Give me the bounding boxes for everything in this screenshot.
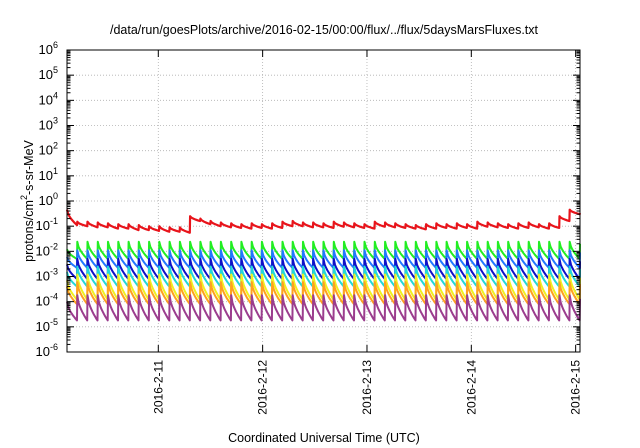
- y-tick-base: 10: [36, 344, 50, 359]
- y-tick-label: 101: [39, 166, 58, 183]
- y-tick-exp: -2: [50, 241, 58, 251]
- y-tick-exp: 3: [53, 116, 58, 126]
- x-axis-label: Coordinated Universal Time (UTC): [228, 431, 420, 445]
- series-line-2: [66, 240, 581, 260]
- y-tick-base: 10: [39, 193, 53, 208]
- y-axis-label: protons/cm2-s-sr-MeV: [19, 139, 36, 261]
- y-tick-exp: -3: [50, 267, 58, 277]
- y-tick-exp: -6: [50, 342, 58, 352]
- y-axis-label-sup: 2: [19, 195, 29, 200]
- y-tick-exp: 6: [53, 40, 58, 50]
- series-line-4: [66, 257, 581, 280]
- y-tick-base: 10: [39, 118, 53, 133]
- y-tick-exp: 4: [53, 90, 58, 100]
- y-tick-label: 10-3: [36, 267, 58, 284]
- series-line-7: [66, 281, 581, 306]
- y-tick-base: 10: [39, 168, 53, 183]
- y-axis-label-post: -s-sr-MeV: [22, 139, 36, 195]
- y-tick-exp: 5: [53, 65, 58, 75]
- y-tick-label: 10-1: [36, 216, 58, 233]
- x-tick-label: 2016-2-13: [360, 360, 374, 415]
- y-tick-label: 104: [39, 90, 58, 107]
- y-tick-label: 103: [39, 116, 58, 133]
- y-tick-label: 105: [39, 65, 58, 82]
- y-axis-label-pre: protons/cm: [22, 200, 36, 262]
- series-line-8: [66, 294, 581, 322]
- x-tick-label: 2016-2-14: [464, 360, 478, 415]
- x-tick-labels: 2016-2-11 2016-2-12 2016-2-13 2016-2-14 2016…: [151, 360, 582, 415]
- x-tick-label: 2016-2-15: [569, 360, 583, 415]
- y-tick-exp: -5: [50, 317, 58, 327]
- y-tick-labels: 10-610-510-410-310-210-11001011021031041…: [36, 40, 58, 359]
- y-tick-exp: -4: [50, 292, 58, 302]
- y-tick-exp: 1: [53, 166, 58, 176]
- y-tick-base: 10: [39, 42, 53, 57]
- series-line-6: [66, 273, 581, 301]
- series-line-1: [65, 208, 582, 234]
- y-tick-label: 102: [39, 141, 58, 158]
- y-tick-exp: 0: [53, 191, 58, 201]
- y-tick-base: 10: [36, 294, 50, 309]
- y-tick-label: 10-4: [36, 292, 58, 309]
- y-tick-label: 10-2: [36, 241, 58, 258]
- y-tick-exp: -1: [50, 216, 58, 226]
- y-tick-exp: 2: [53, 141, 58, 151]
- y-tick-label: 106: [39, 40, 58, 57]
- series-line-5: [66, 265, 581, 288]
- series-line-3: [66, 249, 581, 269]
- y-tick-base: 10: [39, 143, 53, 158]
- y-tick-base: 10: [39, 92, 53, 107]
- y-tick-label: 10-5: [36, 317, 58, 334]
- tick-marks: [67, 49, 580, 353]
- y-tick-base: 10: [36, 319, 50, 334]
- y-tick-label: 100: [39, 191, 58, 208]
- x-tick-label: 2016-2-11: [151, 360, 165, 414]
- y-tick-base: 10: [36, 218, 50, 233]
- y-tick-label: 10-6: [36, 342, 58, 359]
- y-tick-base: 10: [36, 269, 50, 284]
- y-tick-base: 10: [39, 67, 53, 82]
- chart-title: /data/run/goesPlots/archive/2016-02-15/0…: [110, 23, 539, 37]
- x-tick-label: 2016-2-12: [256, 360, 270, 415]
- series-layer: [65, 208, 582, 322]
- y-tick-base: 10: [36, 243, 50, 258]
